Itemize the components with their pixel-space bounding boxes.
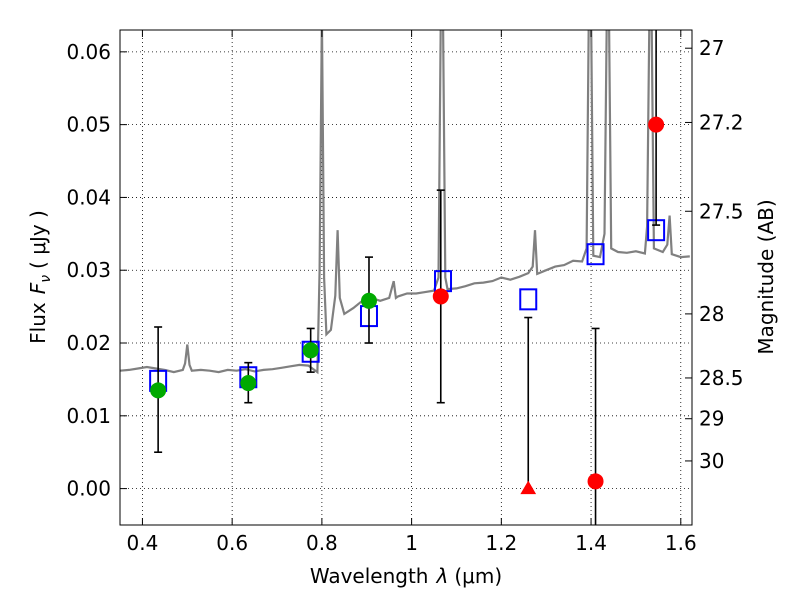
y2-axis: 27 27.2 27.5 28 28.5 29 30 [685,36,744,473]
x-tick-label: 0.6 [216,531,248,555]
x-tick-label: 0.8 [306,531,338,555]
observed-flux-point [240,375,257,392]
observed-flux-point [360,292,377,309]
upper-limit-marker [520,480,537,495]
y-axis-label: FluxFν( μJy ) [26,210,54,344]
axes-frame [119,29,693,526]
y-tick-label: 0.06 [66,40,111,64]
y2-tick-label: 27.5 [699,199,744,223]
x-tick-label: 1 [405,531,418,555]
model-spectrum-line [120,30,690,375]
observed-flux-point [587,473,604,490]
observed-flux-point [432,288,449,305]
y-tick-label: 0.04 [66,185,111,209]
model-photometry-point [586,243,605,266]
observed-flux-point [150,382,167,399]
y2-axis-label: Magnitude (AB) [754,199,778,354]
observed-flux-point [648,116,665,133]
y-tick-label: 0.05 [66,113,111,137]
y-axis: 0.00 0.01 0.02 0.03 0.04 0.05 0.06 [66,40,127,501]
x-tick-label: 0.4 [127,531,159,555]
y2-tick-label: 29 [699,407,724,431]
y-tick-label: 0.00 [66,477,111,501]
plot-area [120,30,690,525]
y-tick-label: 0.01 [66,404,111,428]
model-photometry-point [519,288,538,311]
x-tick-label: 1.2 [485,531,517,555]
y2-tick-label: 30 [699,449,724,473]
y-tick-label: 0.03 [66,258,111,282]
observed-flux-point [302,342,319,359]
x-tick-label: 1.6 [665,531,697,555]
x-axis-label: Wavelength λ (μm) [310,564,502,588]
x-axis: 0.4 0.6 0.8 1 1.2 1.4 1.6 [127,30,697,555]
x-tick-label: 1.4 [575,531,607,555]
y2-tick-label: 27.2 [699,110,744,134]
y2-tick-label: 28 [699,302,724,326]
y-tick-label: 0.02 [66,331,111,355]
y2-tick-label: 28.5 [699,366,744,390]
y2-tick-label: 27 [699,36,724,60]
